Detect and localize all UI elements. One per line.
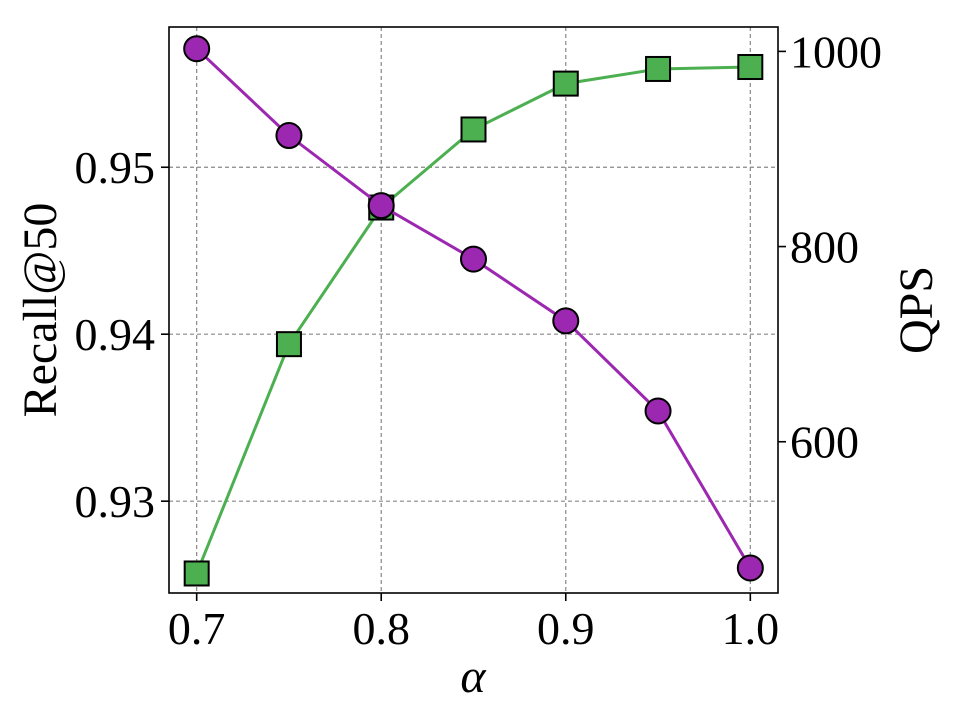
x-axis-title: α	[460, 650, 486, 703]
data-point-circle	[460, 245, 487, 273]
data-point-square	[460, 116, 487, 143]
series-layer	[183, 35, 764, 587]
data-point-square	[645, 55, 672, 82]
data-point-circle	[367, 192, 395, 220]
x-tick-label: 0.9	[537, 603, 595, 654]
tick-labels: 0.7 0.8 0.9 1.0 0.93 0.94 0.95 600 800 1000	[75, 26, 883, 654]
data-point-circle	[183, 35, 211, 63]
data-point-circle	[275, 122, 303, 150]
x-tick-label: 1.0	[722, 603, 780, 654]
plot-frame	[168, 26, 779, 594]
left-y-tick-label: 0.94	[75, 309, 156, 360]
data-point-circle	[644, 397, 672, 425]
x-tick-label: 0.7	[168, 603, 226, 654]
data-point-square	[183, 560, 210, 587]
ticks	[161, 50, 786, 601]
left-y-axis-title: Recall@50	[14, 203, 67, 418]
data-point-square	[552, 70, 579, 97]
x-tick-label: 0.8	[352, 603, 410, 654]
series-right-axis	[183, 54, 764, 587]
right-y-axis-title: QPS	[890, 266, 943, 354]
right-y-tick-label: 1000	[790, 26, 882, 77]
left-y-tick-label: 0.95	[75, 142, 156, 193]
data-point-square	[737, 54, 764, 81]
right-y-tick-label: 800	[790, 222, 859, 273]
data-point-square	[275, 331, 302, 358]
right-y-tick-label: 600	[790, 417, 859, 468]
data-point-circle	[736, 554, 764, 582]
data-point-circle	[552, 307, 580, 335]
series-left-axis	[183, 35, 764, 582]
grid	[169, 27, 778, 593]
left-y-tick-label: 0.93	[75, 476, 156, 527]
